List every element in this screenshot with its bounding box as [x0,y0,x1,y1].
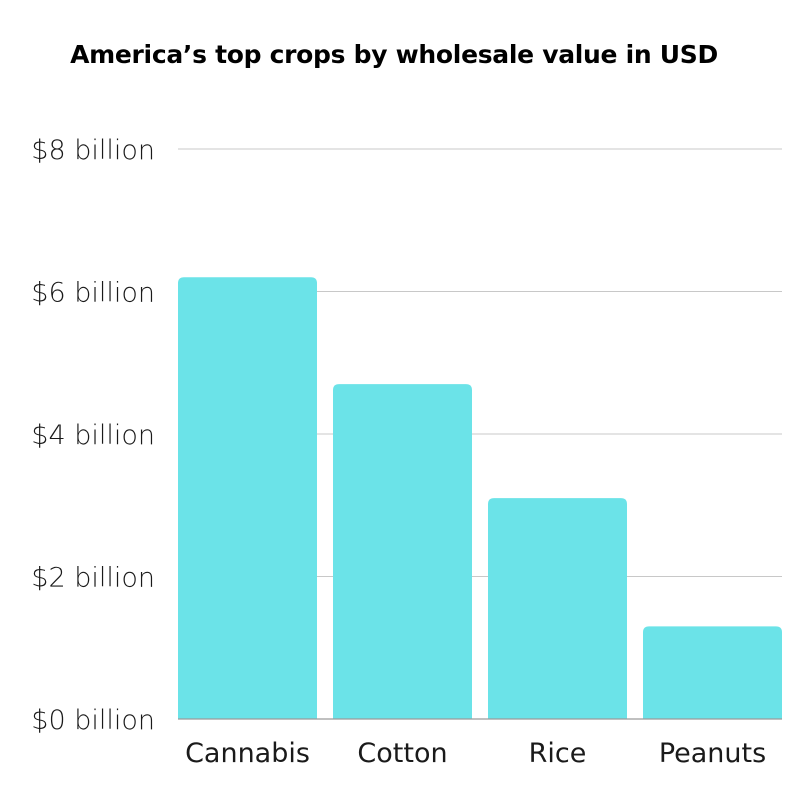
x-tick-label: Cannabis [185,738,310,769]
bar-peanuts [643,626,782,719]
bar-rice [488,498,627,719]
x-tick-label: Cotton [357,738,447,769]
x-tick-label: Peanuts [659,738,766,769]
y-tick-label: $0 billion [31,705,155,736]
bar-cotton [333,384,472,719]
y-tick-label: $4 billion [31,420,155,451]
y-tick-label: $6 billion [31,278,155,309]
chart-title: America’s top crops by wholesale value i… [70,40,718,69]
bar-cannabis [178,277,317,719]
x-tick-label: Rice [529,738,587,769]
y-tick-label: $2 billion [31,563,155,594]
y-tick-label: $8 billion [31,135,155,166]
